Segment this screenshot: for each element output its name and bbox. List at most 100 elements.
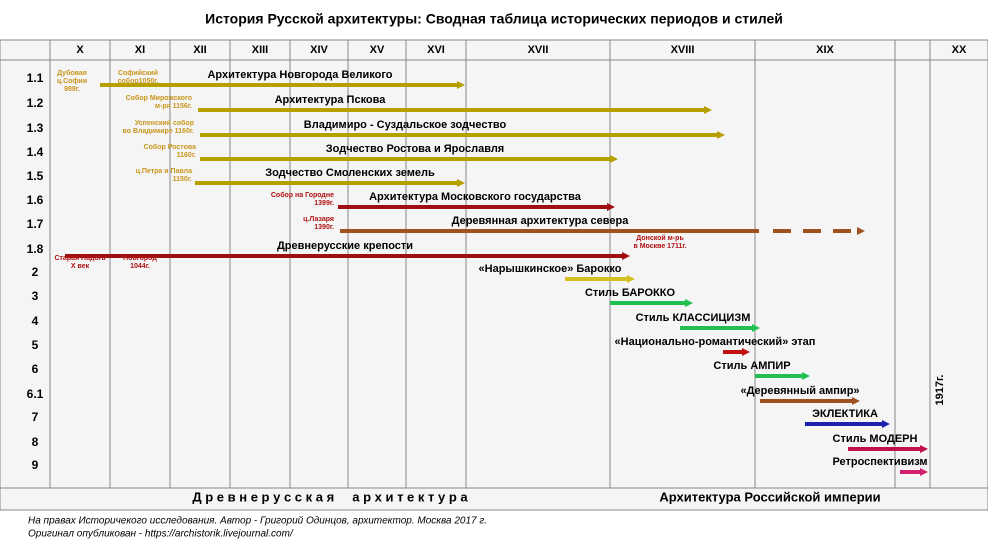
row-id: 1.8 <box>27 242 44 256</box>
century-label: XX <box>952 44 967 56</box>
arrow-head <box>622 252 630 260</box>
row-label: Зодчество Смоленских земель <box>265 167 435 179</box>
bottom-label: Архитектура Российской империи <box>659 489 880 504</box>
row-id: 8 <box>32 435 39 449</box>
period-bar <box>900 470 922 474</box>
note-line: Старая Ладога <box>54 255 105 262</box>
arrow-head <box>920 468 928 476</box>
note-line: 1150г. <box>173 176 192 183</box>
period-bar <box>200 157 612 161</box>
arrow-head <box>852 397 860 405</box>
note-line: Собор Мирожского <box>126 94 192 102</box>
row-id: 1.4 <box>27 145 44 159</box>
note: ц.Лазаря 1390г. <box>303 216 334 231</box>
note: Собор Ростова 1160г. <box>144 143 197 159</box>
century-label: XVII <box>528 44 549 56</box>
row-id: 1.6 <box>27 193 44 207</box>
row-label: Архитектура Московского государства <box>369 191 582 203</box>
row-id: 2 <box>32 265 39 279</box>
arrow-head <box>457 81 465 89</box>
row-label: «Нарышкинское» Барокко <box>479 263 622 275</box>
century-label: XI <box>135 44 145 56</box>
arrow-head <box>685 299 693 307</box>
note-line: собор1050г. <box>118 77 159 85</box>
arrow-head <box>704 106 712 114</box>
arrow-head <box>717 131 725 139</box>
row-id: 1.5 <box>27 169 44 183</box>
note: Софийский собор1050г. <box>118 69 159 85</box>
note-line: Софийский <box>118 69 158 77</box>
row-label: Стиль КЛАССИЦИЗМ <box>636 312 751 324</box>
period-bar <box>610 301 687 305</box>
row-label: Деревянная архитектура севера <box>452 215 630 227</box>
note: Собор на Городне 1399г. <box>271 191 334 207</box>
century-label: XIII <box>252 44 269 56</box>
row-id: 4 <box>32 314 39 328</box>
note-line: Новгород <box>123 255 157 262</box>
title: История Русской архитектуры: Сводная таб… <box>205 11 783 27</box>
note: Дубовая ц.Софии 989г. <box>57 69 87 93</box>
period-bar <box>100 83 459 87</box>
row-label: Стиль МОДЕРН <box>833 433 918 445</box>
century-label: XII <box>193 44 206 56</box>
row-label: Стиль БАРОККО <box>585 287 676 299</box>
row-label: Архитектура Новгорода Великого <box>207 69 392 81</box>
note-line: X век <box>71 263 90 270</box>
period-bar <box>848 447 922 451</box>
row-label: Архитектура Пскова <box>275 94 387 106</box>
note-line: ц.Петра и Павла <box>136 168 192 175</box>
note-line: 1160г. <box>177 152 196 159</box>
arrow-head <box>802 372 810 380</box>
arrow-head <box>610 155 618 163</box>
arrow-head <box>457 179 465 187</box>
period-dash <box>773 229 791 233</box>
period-bar <box>338 205 609 209</box>
arrow-head <box>752 324 760 332</box>
period-dash <box>803 229 821 233</box>
period-bar <box>195 181 459 185</box>
period-bar <box>65 254 624 258</box>
century-label: XV <box>370 44 385 56</box>
arrow-head <box>627 275 635 283</box>
arrow-head <box>742 348 750 356</box>
footer: Оригинал опубликован - https://archistor… <box>28 528 294 540</box>
note: ц.Петра и Павла 1150г. <box>136 168 192 183</box>
note-line: Донской м-рь <box>636 234 684 242</box>
arrow-head <box>920 445 928 453</box>
bottom-label: Д р е в н е р у с с к а я а р х и т е к … <box>192 489 468 504</box>
marker-1917: 1917г. <box>934 374 946 405</box>
note-line: 1044г. <box>130 263 150 270</box>
period-bar <box>680 326 754 330</box>
row-id: 6 <box>32 362 39 376</box>
note: Собор Мирожского м-ря 1156г. <box>126 94 192 110</box>
row-id: 5 <box>32 338 39 352</box>
row-id: 1.7 <box>27 217 44 231</box>
period-bar <box>198 108 706 112</box>
note-line: Дубовая <box>57 69 87 77</box>
table-frame <box>0 39 988 511</box>
note-line: 1390г. <box>314 224 334 231</box>
period-bar <box>340 229 759 233</box>
row-id: 9 <box>32 458 39 472</box>
note: Старая Ладога X век <box>54 255 105 270</box>
note: Донской м-рь в Москве 1711г. <box>633 234 686 250</box>
note-line: Собор Ростова <box>144 143 197 151</box>
note: Успенский собор во Владимире 1160г. <box>122 119 194 135</box>
period-bar <box>200 133 719 137</box>
footer: На правах Историчекого исследования. Авт… <box>28 516 487 527</box>
row-label: «Национально-романтический» этап <box>615 336 816 348</box>
note-line: ц.Софии <box>57 78 87 85</box>
arrow-head <box>607 203 615 211</box>
row-label: Ретроспективизм <box>832 456 927 468</box>
row-label: Стиль АМПИР <box>713 360 790 372</box>
period-bar <box>565 277 629 281</box>
note-line: ц.Лазаря <box>303 216 334 223</box>
row-label: «Деревянный ампир» <box>740 385 859 397</box>
row-label: ЭКЛЕКТИКА <box>812 408 878 420</box>
period-bar <box>805 422 884 426</box>
row-label: Древнерусские крепости <box>277 240 413 252</box>
note: Новгород 1044г. <box>123 255 157 270</box>
arrow-head <box>882 420 890 428</box>
note-line: м-ря 1156г. <box>155 103 192 110</box>
